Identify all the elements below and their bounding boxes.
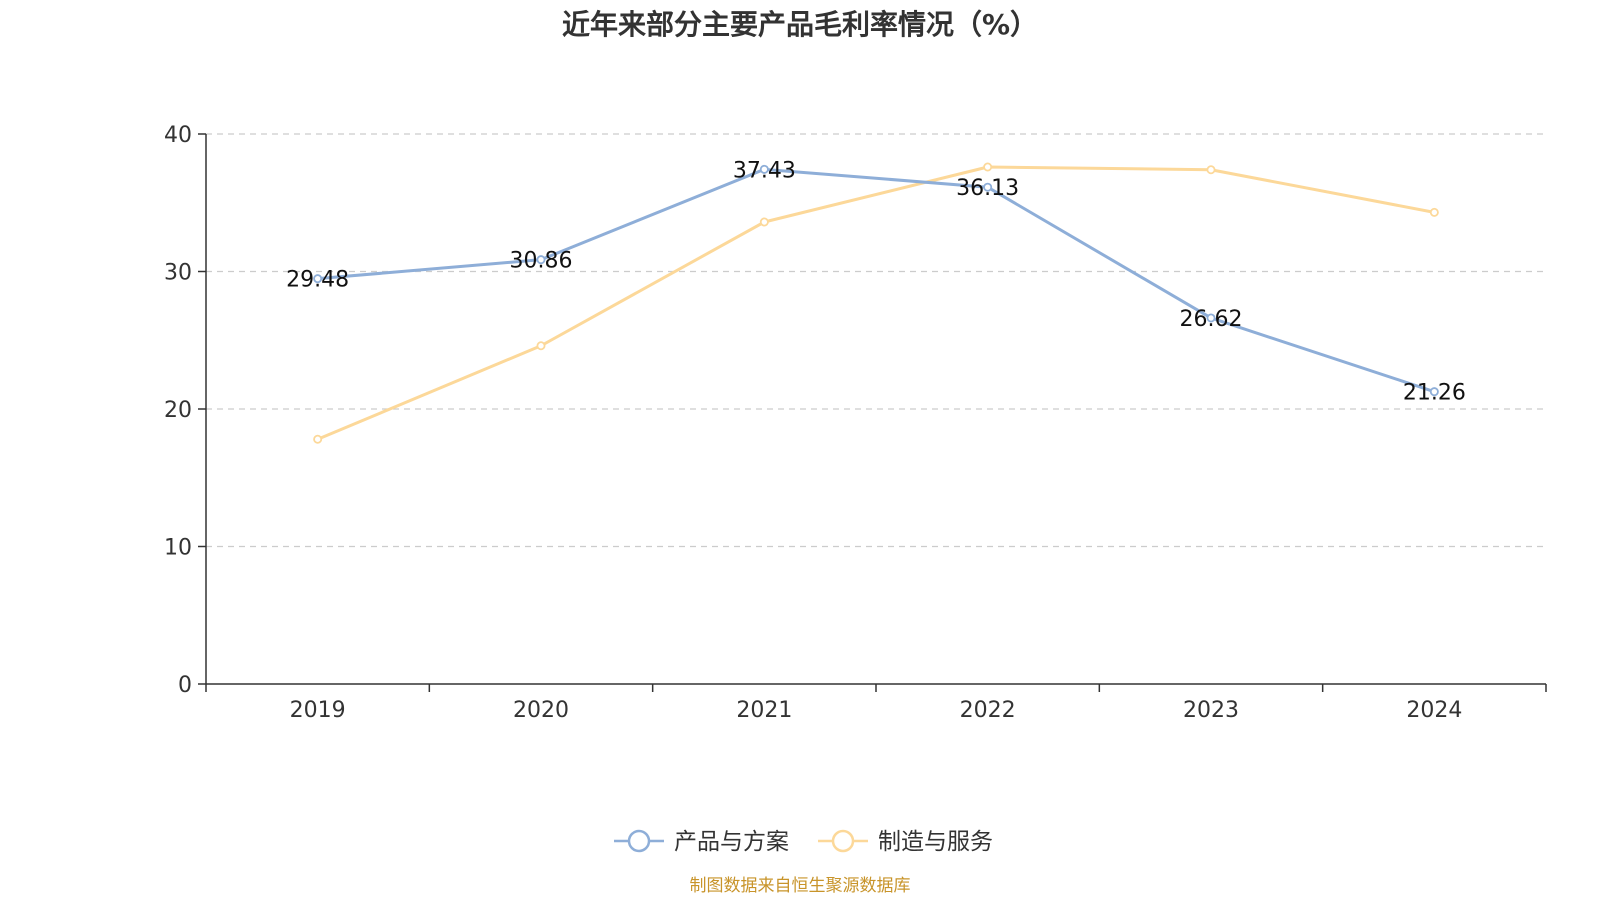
legend-marker [831, 829, 855, 853]
series-0-point[interactable] [1429, 387, 1439, 397]
data-labels: 29.48 30.86 37.43 36.13 26.62 21.26 [286, 158, 1466, 405]
series-1-point[interactable] [983, 162, 993, 172]
data-label: 37.43 [733, 158, 796, 183]
axes: 0 10 20 30 40 2019 2020 2021 2022 2023 2024 [164, 123, 1547, 723]
legend-item-0[interactable]: 产品与方案 [614, 829, 789, 855]
y-tick-label: 10 [164, 536, 192, 561]
y-tick-label: 0 [178, 673, 192, 698]
data-label: 36.13 [956, 176, 1019, 201]
series-line-0 [317, 167, 1435, 394]
legend-item-1[interactable]: 制造与服务 [818, 829, 993, 855]
legend-marker [627, 829, 651, 853]
series-0-point[interactable] [313, 274, 323, 284]
series-0-point[interactable] [759, 164, 769, 174]
series-line-1 [317, 165, 1435, 441]
data-label: 21.26 [1403, 381, 1466, 406]
chart-title: 近年来部分主要产品毛利率情况（%） [562, 8, 1038, 41]
x-tick-label: 2023 [1183, 698, 1239, 723]
series-1-point[interactable] [1429, 207, 1439, 217]
x-tick-label: 2024 [1406, 698, 1462, 723]
legend[interactable]: 产品与方案 制造与服务 [614, 829, 993, 855]
series-0-point[interactable] [1206, 313, 1216, 323]
y-tick-label: 40 [164, 123, 192, 148]
y-tick-label: 20 [164, 398, 192, 423]
data-label: 26.62 [1180, 307, 1243, 332]
series-1-point[interactable] [759, 217, 769, 227]
data-label: 30.86 [510, 249, 573, 274]
x-tick-label: 2020 [513, 698, 569, 723]
x-tick-label: 2021 [736, 698, 792, 723]
grid-lines [206, 133, 1546, 548]
series-1-point[interactable] [1206, 165, 1216, 175]
source-note: 制图数据来自恒生聚源数据库 [690, 876, 911, 896]
data-label: 29.48 [286, 268, 349, 293]
x-tick-label: 2019 [290, 698, 346, 723]
x-tick-label: 2022 [960, 698, 1016, 723]
series-lines [313, 162, 1439, 444]
y-tick-label: 30 [164, 261, 192, 286]
series-1-point[interactable] [313, 434, 323, 444]
series-0-point[interactable] [983, 182, 993, 192]
series-0-point[interactable] [536, 255, 546, 265]
series-1-point[interactable] [536, 341, 546, 351]
legend-label: 产品与方案 [674, 829, 789, 855]
legend-label: 制造与服务 [878, 829, 993, 855]
